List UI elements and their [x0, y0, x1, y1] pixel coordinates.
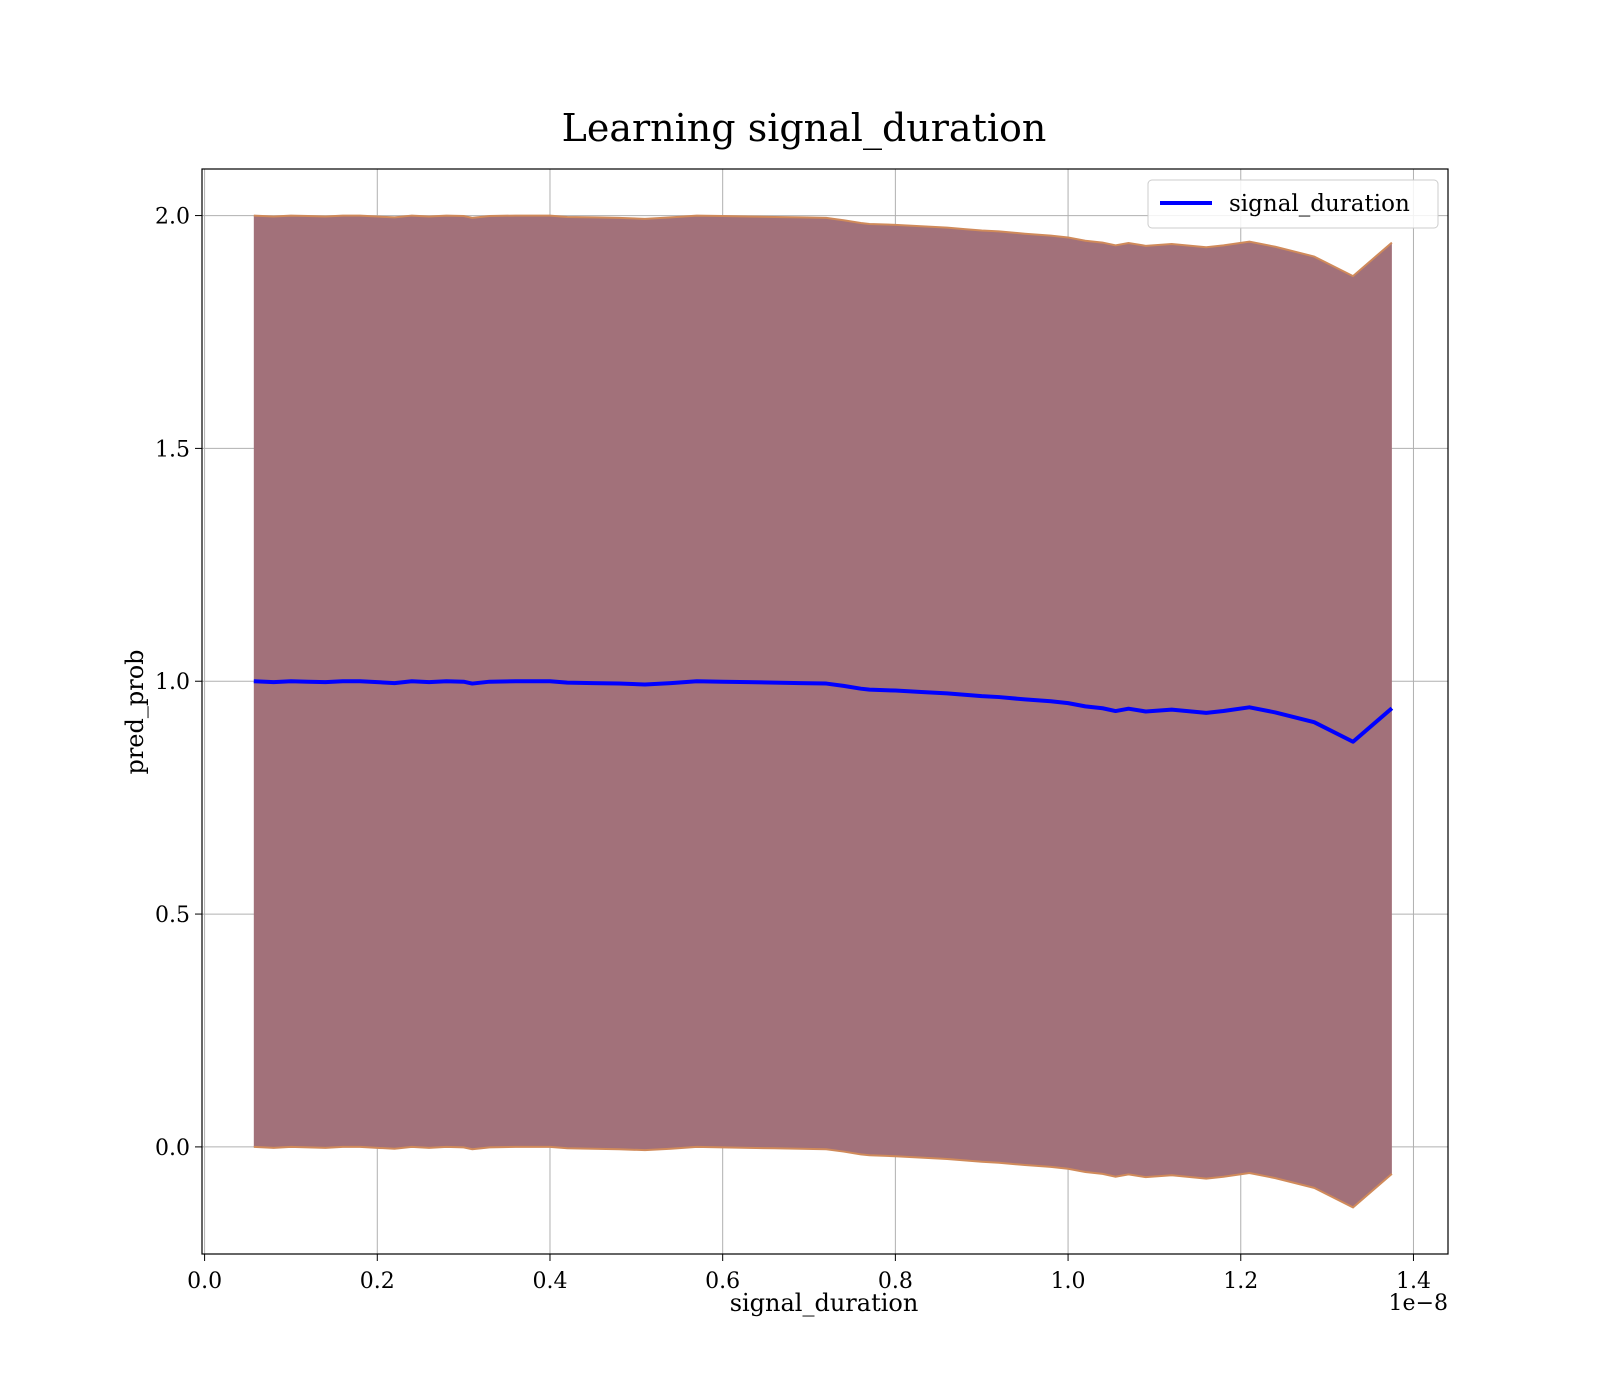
y-tick-label: 2.0	[155, 205, 190, 230]
chart-title: Learning signal_duration	[562, 106, 1047, 151]
x-tick-label: 0.4	[532, 1269, 567, 1294]
confidence-band	[253, 215, 1392, 1208]
x-axis-offset-label: 1e−8	[1389, 1291, 1448, 1316]
x-tick-label: 1.0	[1051, 1269, 1086, 1294]
x-tick-label: 0.8	[878, 1269, 913, 1294]
band-upper-edge	[253, 214, 1393, 278]
series-line-layer	[253, 679, 1394, 744]
x-tick-label: 1.2	[1223, 1269, 1258, 1294]
y-tick-label: 1.5	[155, 437, 190, 462]
x-tick-label: 0.2	[360, 1269, 395, 1294]
x-tick-label: 0.6	[705, 1269, 740, 1294]
y-tick-label: 1.0	[155, 670, 190, 695]
band-lower-edge	[253, 1145, 1393, 1209]
legend-label: signal_duration	[1229, 191, 1410, 217]
series-line-signal-duration	[253, 679, 1394, 744]
confidence-band-layer	[253, 214, 1393, 1209]
x-axis-title: signal_duration	[730, 1289, 919, 1317]
axis-ticks: 0.0 0.2 0.4 0.6 0.8 1.0 1.2 1.4 0.0 0.5 1.0 1.5 2.0	[155, 205, 1431, 1294]
y-axis-title: pred_prob	[121, 649, 149, 774]
x-tick-label: 1.4	[1396, 1269, 1431, 1294]
legend-box	[1147, 179, 1439, 229]
legend: signal_duration	[1147, 179, 1439, 229]
plot-area-frame	[201, 168, 1449, 1255]
x-tick-label: 0.0	[187, 1269, 222, 1294]
y-tick-label: 0.5	[155, 903, 190, 928]
y-tick-label: 0.0	[155, 1136, 190, 1161]
